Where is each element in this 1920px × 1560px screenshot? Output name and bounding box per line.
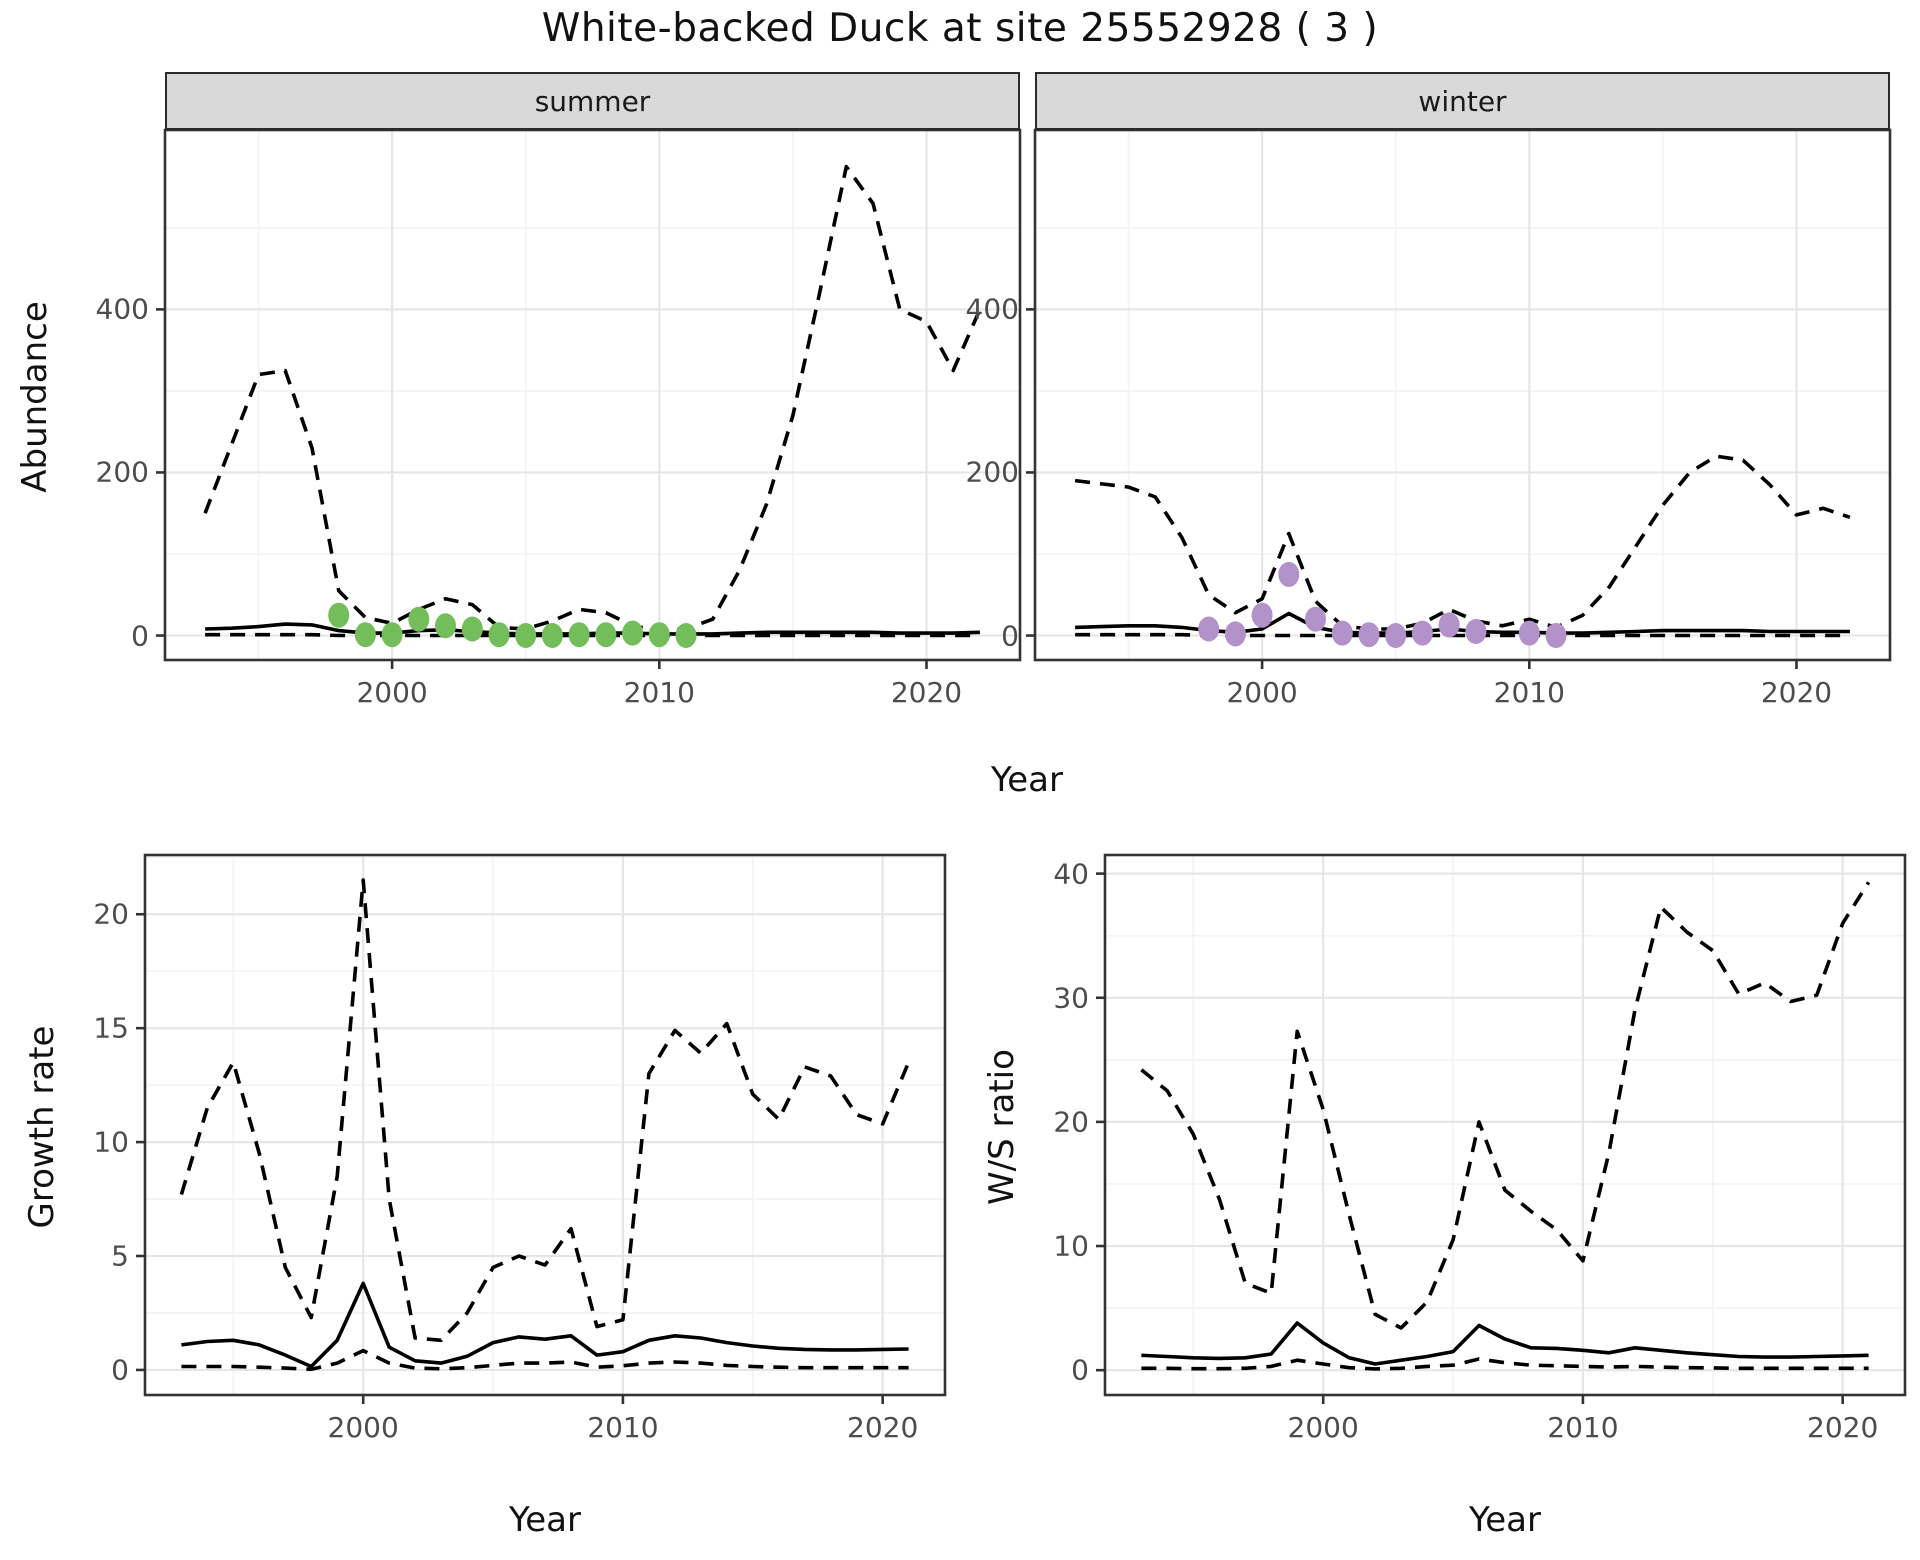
x-tick-label-summer: 2010 xyxy=(623,676,695,709)
summer-observation-point xyxy=(354,622,376,648)
summer-observation-point xyxy=(515,623,537,648)
y-tick-label-growth-rate: 0 xyxy=(111,1353,129,1387)
ws-ratio-median-line xyxy=(1141,1321,1869,1366)
winter-observation-point xyxy=(1518,620,1540,646)
winter-observation-point xyxy=(1278,561,1300,587)
winter-observation-point xyxy=(1331,620,1353,646)
winter-observation-point xyxy=(1545,623,1567,648)
facet-strip-summer-label: summer xyxy=(534,84,651,118)
facet-strip-winter: winter xyxy=(1035,72,1890,130)
winter-observation-point xyxy=(1251,602,1273,628)
y-tick-label-ws-ratio: 20 xyxy=(1053,1105,1089,1139)
summer-median-line xyxy=(205,622,980,636)
x-axis-title-year-top: Year xyxy=(991,760,1063,800)
y-axis-title-abundance: Abundance xyxy=(15,301,55,493)
summer-observation-point xyxy=(381,622,403,648)
chart-title: White-backed Duck at site 25552928 ( 3 ) xyxy=(541,6,1379,51)
summer-observation-point xyxy=(648,622,670,648)
x-tick-label-winter: 2010 xyxy=(1493,676,1565,709)
x-tick-label-growth-rate: 2020 xyxy=(847,1411,919,1444)
winter-observation-point xyxy=(1224,621,1246,647)
y-tick-label-growth-rate: 20 xyxy=(93,897,129,931)
x-tick-label-summer: 2020 xyxy=(890,676,963,709)
summer-observation-point xyxy=(595,622,617,648)
facet-strip-summer: summer xyxy=(165,72,1020,130)
y-tick-label-summer: 0 xyxy=(131,619,149,653)
summer-observation-point xyxy=(328,602,350,628)
y-tick-label-growth-rate: 5 xyxy=(111,1239,129,1273)
winter-observation-point xyxy=(1385,623,1407,648)
panel-summer xyxy=(156,128,1022,669)
y-tick-label-growth-rate: 15 xyxy=(93,1011,129,1045)
summer-observation-point xyxy=(541,623,563,648)
winter-upper_ci-line xyxy=(1074,454,1851,631)
summer-observation-point xyxy=(435,613,456,639)
y-tick-label-ws-ratio: 40 xyxy=(1053,857,1089,891)
winter-observation-point xyxy=(1465,619,1487,644)
y-tick-label-ws-ratio: 10 xyxy=(1053,1229,1089,1263)
x-axis-title-year-bottom-right: Year xyxy=(1469,1500,1541,1540)
growth-rate-lower_ci-line xyxy=(181,1348,909,1372)
ws-ratio-lower_ci-line xyxy=(1141,1357,1869,1371)
y-tick-label-ws-ratio: 30 xyxy=(1053,981,1089,1015)
y-tick-label-winter: 200 xyxy=(965,455,1019,489)
y-axis-title-ws-ratio: W/S ratio xyxy=(982,1049,1022,1205)
summer-observation-point xyxy=(568,622,590,648)
growth-rate-median-line xyxy=(181,1281,909,1369)
y-tick-label-ws-ratio: 0 xyxy=(1071,1353,1089,1387)
panel-growth-rate xyxy=(136,853,947,1404)
x-axis-title-year-bottom-left: Year xyxy=(509,1500,581,1540)
x-tick-label-growth-rate: 2000 xyxy=(327,1411,399,1444)
summer-observation-point xyxy=(622,620,644,646)
summer-observation-point xyxy=(408,606,430,632)
summer-lower_ci-line xyxy=(205,632,980,638)
winter-observation-point xyxy=(1305,606,1326,632)
x-tick-label-winter: 2000 xyxy=(1226,676,1298,709)
y-tick-label-winter: 400 xyxy=(965,292,1019,326)
ws-ratio-upper_ci-line xyxy=(1140,881,1871,1330)
winter-observation-point xyxy=(1198,616,1220,642)
x-tick-label-ws-ratio: 2020 xyxy=(1807,1411,1879,1444)
y-tick-label-summer: 200 xyxy=(95,455,149,489)
panel-winter xyxy=(1026,128,1892,669)
x-tick-label-growth-rate: 2010 xyxy=(587,1411,659,1444)
x-tick-label-winter: 2020 xyxy=(1760,676,1833,709)
y-tick-label-winter: 0 xyxy=(1001,619,1019,653)
winter-observation-point xyxy=(1358,622,1380,648)
summer-observation-point xyxy=(675,623,697,648)
x-tick-label-ws-ratio: 2010 xyxy=(1547,1411,1619,1444)
winter-observation-point xyxy=(1411,620,1433,646)
facet-strip-winter-label: winter xyxy=(1418,84,1507,118)
y-tick-label-growth-rate: 10 xyxy=(93,1125,129,1159)
summer-observation-point xyxy=(488,622,510,648)
y-tick-label-summer: 400 xyxy=(95,292,149,326)
panel-ws-ratio xyxy=(1096,853,1907,1404)
winter-observation-point xyxy=(1438,612,1460,638)
x-tick-label-ws-ratio: 2000 xyxy=(1287,1411,1359,1444)
y-axis-title-growth-rate: Growth rate xyxy=(22,1025,62,1229)
summer-observation-point xyxy=(461,616,483,642)
summer-upper_ci-line xyxy=(203,164,982,633)
x-tick-label-summer: 2000 xyxy=(356,676,428,709)
growth-rate-upper_ci-line xyxy=(179,878,911,1343)
